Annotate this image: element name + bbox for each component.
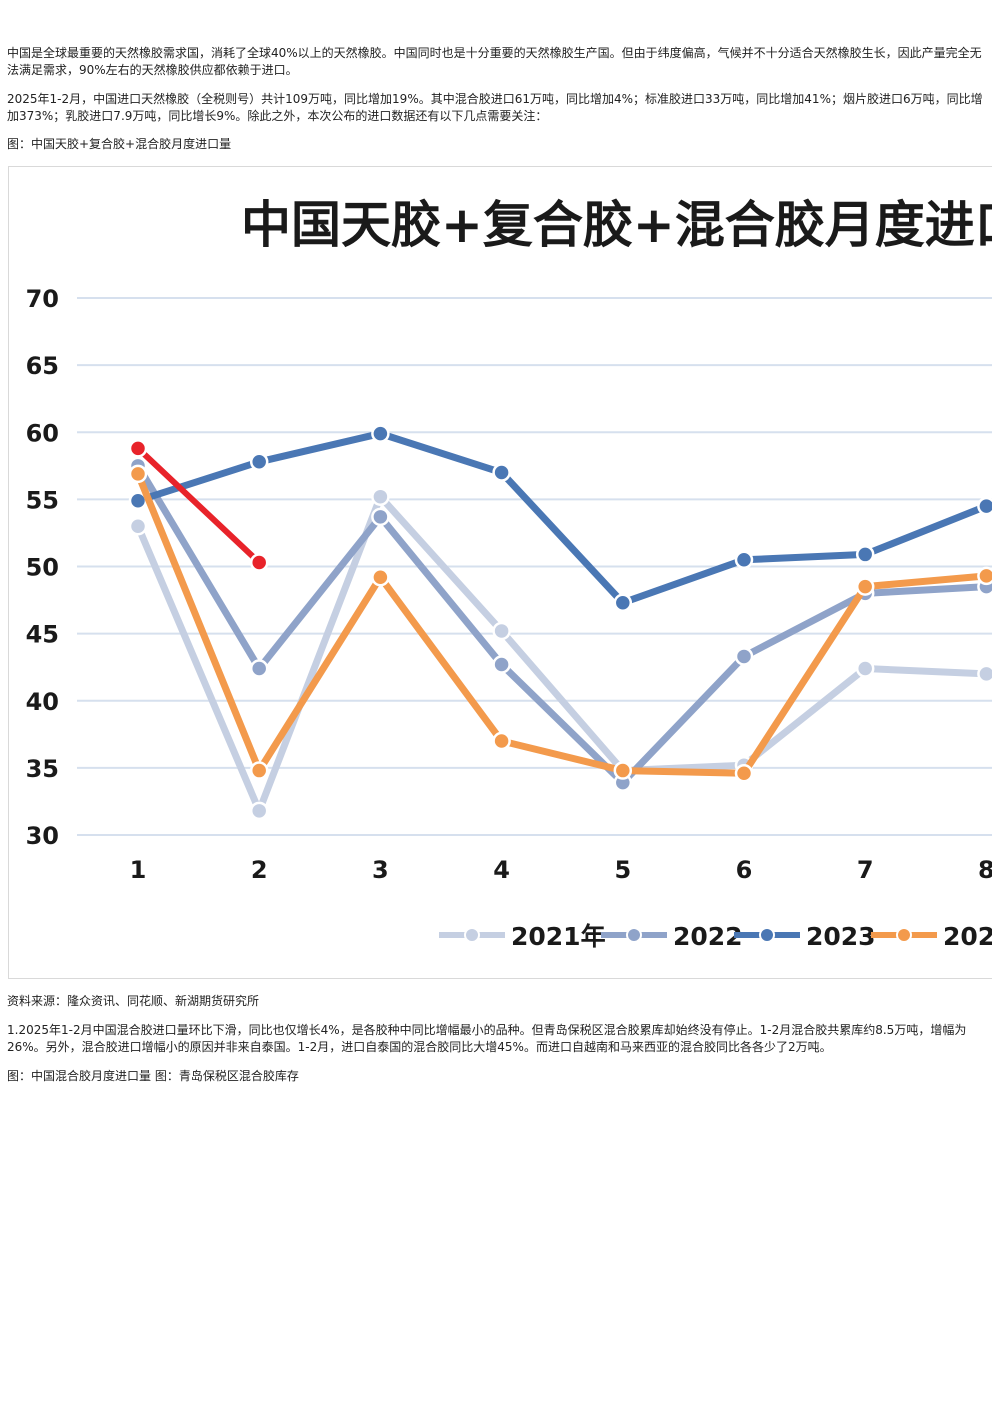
data-point (128, 439, 148, 458)
data-point (128, 516, 148, 536)
series-line (134, 430, 990, 607)
paragraph-import-summary: 2025年1-2月，中国进口天然橡胶（全税则号）共计109万吨，同比增加19%。… (7, 92, 983, 123)
data-source: 资料来源：隆众资讯、同花顺、新湖期货研究所 (7, 994, 260, 1008)
series-5 (128, 439, 269, 572)
y-tick-label: 60 (26, 419, 59, 447)
data-point (613, 593, 633, 612)
y-tick-label: 55 (26, 486, 59, 514)
legend-label: 2024 (943, 922, 992, 951)
data-point (249, 801, 269, 821)
data-point (977, 496, 992, 516)
figure-caption-1: 图：中国天胶+复合胶+混合胶月度进口量 (7, 137, 232, 151)
x-tick-label: 5 (614, 856, 631, 884)
series-line (134, 493, 990, 815)
data-point (734, 763, 754, 783)
data-point (128, 464, 148, 484)
chart-title: 中国天胶+复合胶+混合胶月度进口量 (241, 196, 992, 254)
y-tick-label: 65 (26, 352, 59, 380)
series-line (134, 462, 990, 787)
legend-marker (626, 927, 642, 943)
data-point (492, 655, 511, 674)
x-tick-label: 1 (130, 856, 147, 884)
data-point (249, 553, 269, 572)
series-line (135, 445, 263, 566)
series-3 (128, 424, 992, 612)
data-point (371, 567, 390, 587)
y-tick-label: 45 (26, 621, 59, 649)
data-point (734, 647, 754, 666)
data-point (492, 621, 511, 641)
series-2 (128, 456, 992, 792)
data-point (492, 463, 511, 482)
legend-label: 2022 (673, 922, 743, 951)
data-point (492, 731, 511, 751)
y-tick-label: 35 (26, 755, 59, 783)
data-point (249, 659, 269, 678)
legend-label: 2021年 (511, 922, 606, 951)
paragraph-intro: 中国是全球最重要的天然橡胶需求国，消耗了全球40%以上的天然橡胶。中国同时也是十… (7, 46, 982, 77)
data-point (249, 452, 269, 472)
x-tick-label: 7 (857, 856, 874, 884)
y-tick-label: 50 (26, 554, 59, 582)
legend-item: 2021年 (439, 922, 606, 951)
legend-marker (896, 927, 912, 943)
legend-item: 2022 (601, 922, 743, 951)
x-tick-label: 3 (372, 856, 389, 884)
series-line (134, 470, 990, 777)
data-point (855, 577, 875, 596)
x-tick-label: 4 (493, 856, 510, 884)
x-tick-label: 6 (736, 856, 753, 884)
legend-marker (759, 927, 775, 943)
x-tick-label: 8 (978, 856, 992, 884)
data-point (855, 545, 875, 564)
y-tick-label: 30 (26, 822, 59, 850)
x-tick-label: 2 (251, 856, 268, 884)
data-point (977, 566, 992, 586)
y-tick-label: 70 (26, 285, 59, 313)
data-point (371, 424, 390, 443)
figure-caption-2: 图：中国混合胶月度进口量 图：青岛保税区混合胶库存 (7, 1069, 299, 1083)
data-point (613, 761, 633, 780)
series-4 (128, 464, 992, 783)
legend-label: 2023 (806, 922, 876, 951)
legend-marker (464, 927, 480, 943)
y-tick-label: 40 (26, 688, 59, 716)
paragraph-mixed-rubber: 1.2025年1-2月中国混合胶进口量环比下滑，同比也仅增长4%，是各胶种中同比… (7, 1023, 967, 1054)
data-point (977, 664, 992, 684)
data-point (371, 507, 390, 527)
data-point (371, 487, 390, 506)
legend-item: 2024 (871, 922, 992, 951)
data-point (249, 761, 269, 780)
data-point (734, 550, 754, 570)
data-point (855, 659, 875, 678)
legend-item: 2023 (734, 922, 876, 951)
